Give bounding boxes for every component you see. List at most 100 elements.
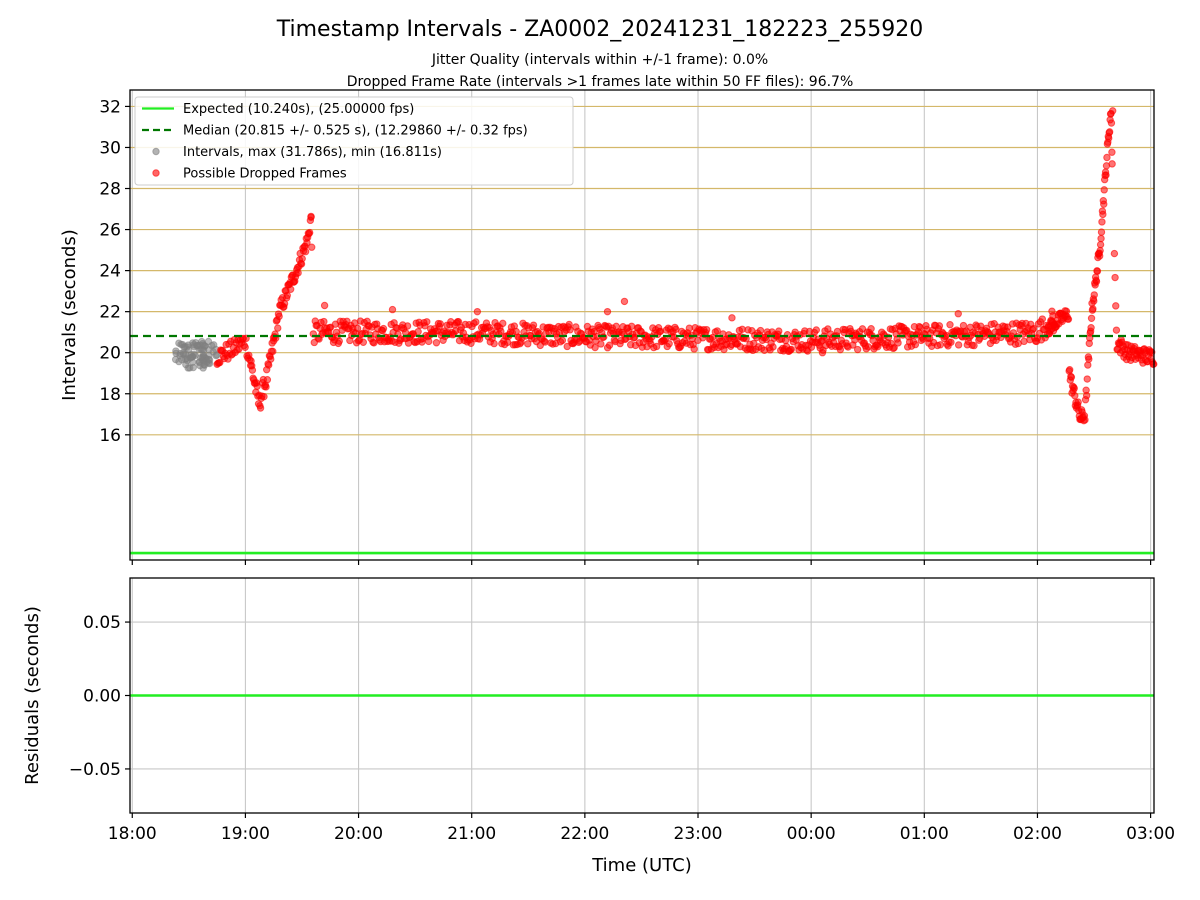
dropped-frame-point <box>359 338 368 346</box>
dropped-frame-point <box>1103 153 1111 162</box>
lower-y-ticks: −0.05 0.00 0.05 <box>69 613 130 780</box>
dropped-frame-point <box>256 404 265 412</box>
dropped-frame-point <box>728 314 736 322</box>
dropped-frame-point <box>454 318 463 326</box>
dropped-frame-point <box>1099 210 1107 219</box>
upper-y-tick-label: 20 <box>99 344 121 364</box>
interval-point <box>171 355 180 364</box>
lower-plot: −0.05 0.00 0.05 18:00 19:00 20:00 21:00 22:00 2… <box>22 577 1175 876</box>
interval-point <box>184 346 193 354</box>
upper-y-tick-label: 26 <box>99 221 121 241</box>
dropped-frame-point <box>1070 384 1078 393</box>
dropped-frame-point <box>1109 107 1117 115</box>
chart-subtitle-dropped: Dropped Frame Rate (intervals >1 frames … <box>347 74 854 90</box>
upper-y-axis-label: Intervals (seconds) <box>59 229 80 401</box>
dropped-frame-point <box>1082 391 1091 400</box>
dropped-frame-point <box>263 376 272 384</box>
dropped-frame-point <box>1090 291 1098 299</box>
interval-point <box>181 355 190 363</box>
dropped-frame-point <box>936 341 945 349</box>
interval-point <box>193 342 201 350</box>
dropped-frame-point <box>472 318 480 326</box>
dropped-frame-point <box>652 342 661 351</box>
dropped-frame-point <box>1083 375 1091 383</box>
legend-dropped-swatch <box>152 169 160 177</box>
lower-y-tick-label: 0.05 <box>83 613 121 633</box>
dropped-frame-point <box>260 392 268 401</box>
x-tick-label: 02:00 <box>1013 824 1062 844</box>
lower-y-tick-label: −0.05 <box>69 760 121 780</box>
dropped-frame-point <box>275 312 283 321</box>
upper-y-tick-label: 30 <box>99 138 121 158</box>
dropped-frame-point <box>756 326 765 335</box>
interval-point <box>197 353 205 362</box>
x-tick-label: 23:00 <box>674 824 723 844</box>
dropped-frame-point <box>853 345 862 354</box>
dropped-frame-point <box>1096 240 1105 249</box>
dropped-frame-point <box>353 324 362 333</box>
interval-points <box>171 337 221 372</box>
dropped-frame-point <box>307 213 315 221</box>
dropped-frame-point <box>1100 186 1108 194</box>
lower-x-ticks: 18:00 19:00 20:00 21:00 22:00 23:00 00:00 01:00… <box>108 813 1175 844</box>
x-tick-label: 19:00 <box>221 824 270 844</box>
dropped-frame-point <box>954 310 962 318</box>
upper-plot-frame <box>129 89 1155 561</box>
legend-intervals-label: Intervals, max (31.786s), min (16.811s) <box>183 145 442 160</box>
legend-box <box>134 96 574 186</box>
dropped-frame-point <box>605 341 614 349</box>
dropped-frame-point <box>597 340 605 348</box>
upper-y-tick-label: 28 <box>99 180 121 200</box>
dropped-frame-point <box>818 349 827 357</box>
dropped-frame-point <box>947 338 955 346</box>
upper-y-ticks: 16 18 20 22 24 26 28 30 32 <box>99 97 130 446</box>
dropped-frame-point <box>1096 246 1104 255</box>
dropped-frame-point <box>1064 315 1073 323</box>
interval-point <box>176 349 184 358</box>
dropped-frame-point <box>241 343 249 351</box>
dropped-frame-point <box>335 337 343 345</box>
dropped-frame-point <box>894 339 902 347</box>
dropped-frame-point <box>294 269 302 277</box>
dropped-frame-point <box>620 297 629 306</box>
dropped-frame-point <box>529 321 538 329</box>
dropped-frame-point <box>473 307 482 316</box>
legend: Expected (10.240s), (25.00000 fps) Media… <box>134 96 574 186</box>
x-tick-label: 18:00 <box>108 824 157 844</box>
dropped-frame-point <box>274 324 282 332</box>
dropped-frame-point <box>954 341 963 349</box>
dropped-frame-point <box>1085 355 1093 363</box>
upper-y-tick-label: 24 <box>99 262 121 282</box>
dropped-frame-point <box>1074 398 1082 406</box>
x-tick-label: 01:00 <box>900 824 949 844</box>
dropped-frame-point <box>1110 249 1119 258</box>
dropped-frame-point <box>1102 171 1110 179</box>
dropped-frame-point <box>702 325 711 334</box>
upper-y-tick-label: 18 <box>99 385 121 405</box>
dropped-frame-point <box>1029 324 1038 333</box>
dropped-frame-point <box>265 361 273 369</box>
dropped-frame-point <box>253 382 261 390</box>
dropped-frame-point <box>301 247 310 256</box>
dropped-frame-point <box>216 358 224 367</box>
x-tick-label: 20:00 <box>334 824 383 844</box>
x-tick-label: 03:00 <box>1126 824 1175 844</box>
dropped-frame-point <box>308 243 316 251</box>
dropped-frame-point <box>690 345 698 353</box>
dropped-frame-point <box>267 355 275 363</box>
legend-dropped-label: Possible Dropped Frames <box>183 167 347 182</box>
dropped-frame-point <box>1090 297 1098 305</box>
x-axis-label: Time (UTC) <box>591 855 692 876</box>
dropped-frame-point <box>1108 148 1116 156</box>
dropped-frame-point <box>812 326 821 334</box>
dropped-frame-point <box>1092 277 1101 286</box>
legend-expected-label: Expected (10.240s), (25.00000 fps) <box>183 102 414 117</box>
dropped-frame-point <box>787 345 796 354</box>
dropped-frame-point <box>775 327 783 335</box>
dropped-frame-point <box>388 305 397 314</box>
dropped-frame-point <box>403 322 412 330</box>
dropped-frame-point <box>286 285 295 293</box>
dropped-frame-point <box>1100 200 1108 208</box>
dropped-frame-point <box>867 325 875 333</box>
